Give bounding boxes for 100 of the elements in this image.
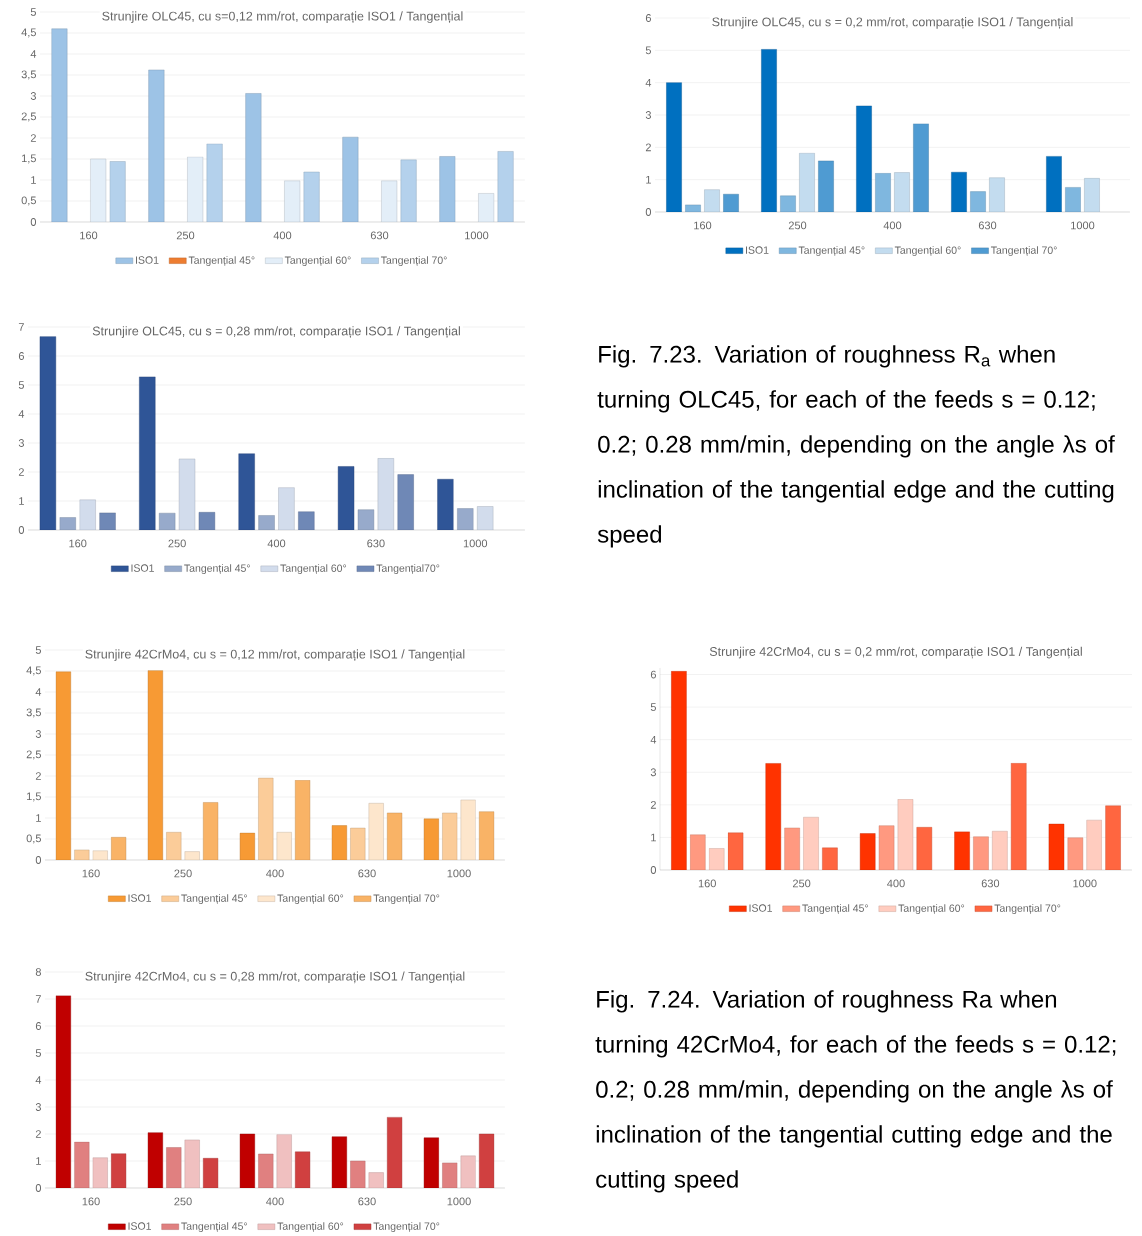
bar [1010, 762, 1027, 870]
y-tick-label: 4 [35, 688, 42, 696]
legend-label: ISO1 [749, 904, 772, 912]
bar [184, 1139, 200, 1188]
bar [276, 832, 292, 860]
chart-title: Strunjire 42CrMo4, cu s = 0,12 mm/rot, comparație ISO1 / Tangențial [85, 649, 465, 662]
legend-label: Tangențial 45° [798, 246, 865, 257]
bar [439, 156, 456, 222]
y-tick-label: 6 [645, 14, 651, 22]
x-tick-label: 1000 [463, 539, 488, 548]
y-tick-label: 1 [646, 175, 651, 184]
bar [109, 161, 126, 222]
y-tick-label: 1 [19, 497, 24, 505]
x-tick-label: 400 [266, 1197, 284, 1206]
bar [799, 152, 815, 212]
y-tick-label: 4,5 [21, 28, 36, 38]
bar [992, 831, 1008, 870]
x-tick-label: 400 [266, 869, 284, 878]
caption: Fig. 7.24. Variation of roughness Ra when turning 42CrMo4, for each of the feeds s = 0.12; 0.2; 0.28 mm/min, depending on the angle λs of inclination of the tangential cutting edge and the cutting speed [595, 990, 1116, 1193]
bar [74, 1141, 90, 1188]
bar [59, 517, 76, 530]
x-tick-label: 160 [694, 221, 712, 230]
x-tick-label: 1000 [447, 869, 471, 878]
y-tick-label: 2,5 [26, 750, 41, 760]
bar [400, 159, 417, 222]
y-tick-label: 1 [36, 1157, 41, 1165]
bar [671, 671, 687, 870]
y-tick-label: 0 [35, 856, 42, 864]
bar [258, 777, 274, 860]
bar [765, 763, 782, 870]
legend-label: Tangențial70° [376, 564, 440, 575]
y-tick-label: 6 [18, 352, 24, 360]
bar [1086, 819, 1102, 870]
x-tick-label: 250 [174, 869, 192, 878]
legend-label: ISO1 [746, 246, 769, 254]
bar [856, 105, 872, 212]
bar [727, 832, 744, 870]
y-tick-label: 6 [650, 670, 656, 679]
bar [666, 82, 682, 212]
y-tick-label: 1,5 [27, 792, 41, 802]
y-tick-label: 3 [645, 111, 651, 119]
bar [497, 151, 514, 222]
y-tick-label: 6 [35, 1022, 41, 1030]
y-tick-label: 3 [35, 730, 41, 738]
bar [278, 487, 295, 530]
bar [203, 802, 219, 860]
legend-label: Tangențial 60° [898, 904, 965, 915]
x-tick-label: 250 [788, 221, 807, 230]
bar [184, 851, 200, 860]
legend-label: Tangențial 70° [373, 1222, 440, 1233]
bar [79, 499, 96, 530]
y-tick-label: 1 [36, 814, 41, 822]
legend-label: Tangențial 45° [181, 1222, 247, 1233]
x-tick-label: 160 [82, 1197, 100, 1206]
bar [377, 458, 394, 530]
x-tick-label: 400 [273, 231, 292, 240]
x-tick-label: 1000 [447, 1197, 471, 1206]
y-tick-label: 2 [30, 134, 36, 142]
y-tick-label: 4 [35, 1076, 42, 1084]
bar [238, 453, 255, 530]
bar [685, 204, 701, 212]
legend-label: ISO1 [136, 256, 159, 264]
y-tick-label: 3 [18, 439, 24, 447]
bar [92, 1157, 108, 1188]
legend-label: Tangențial 70° [994, 904, 1061, 915]
y-tick-label: 7 [18, 323, 24, 331]
bar [479, 811, 495, 860]
bar [916, 827, 933, 870]
y-tick-label: 1,5 [22, 154, 36, 164]
x-tick-label: 400 [883, 221, 902, 230]
y-tick-label: 0 [35, 1184, 42, 1192]
x-tick-label: 630 [370, 231, 389, 240]
legend-label: Tangențial 60° [280, 564, 347, 575]
y-tick-label: 3 [30, 92, 36, 100]
bar [989, 177, 1005, 212]
x-tick-label: 160 [69, 539, 87, 548]
bar [875, 172, 891, 212]
legend-label: Tangențial 45° [802, 904, 868, 915]
legend-label: Tangențial 60° [277, 894, 344, 905]
bar [437, 479, 454, 530]
x-tick-label: 250 [176, 231, 195, 240]
y-tick-label: 3 [650, 768, 656, 777]
bar [397, 474, 414, 530]
legend-label: ISO1 [128, 894, 151, 902]
y-tick-label: 4 [30, 50, 37, 58]
legend-label: Tangențial 45° [184, 564, 250, 575]
bar [387, 812, 403, 860]
x-tick-label: 160 [698, 879, 716, 888]
bar [761, 49, 777, 212]
y-tick-label: 5 [645, 46, 651, 55]
chart-title: Strunjire 42CrMo4, cu s = 0,28 mm/rot, comparație ISO1 / Tangențial [85, 971, 465, 984]
bar [704, 189, 720, 212]
x-tick-label: 250 [174, 1197, 192, 1206]
y-tick-label: 5 [35, 646, 41, 654]
bar [51, 28, 68, 222]
chart-title: Strunjire 42CrMo4, cu s = 0,2 mm/rot, comparație ISO1 / Tangențial [709, 646, 1082, 659]
bar [39, 336, 57, 530]
bar [258, 515, 275, 530]
bar [460, 799, 476, 860]
chart-title: Strunjire OLC45, cu s=0,12 mm/rot, comparație ISO1 / Tangențial [102, 11, 463, 24]
